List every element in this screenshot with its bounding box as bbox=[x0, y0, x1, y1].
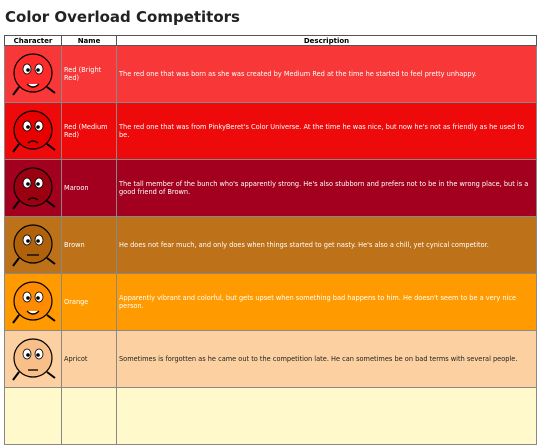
header-row: Character Name Description bbox=[4, 35, 537, 46]
empty-cell bbox=[61, 387, 117, 445]
description-cell: The tall member of the bunch who's appar… bbox=[116, 159, 537, 217]
column-header: Description bbox=[116, 35, 537, 46]
name-cell: Apricot bbox=[61, 330, 117, 388]
empty-cell bbox=[116, 387, 537, 445]
character-icon bbox=[12, 167, 56, 210]
table-row: Maroon The tall member of the bunch who's… bbox=[4, 159, 537, 217]
character-icon bbox=[12, 338, 56, 381]
table-row bbox=[4, 387, 537, 445]
page: Color Overload Competitors Character Nam… bbox=[4, 8, 537, 445]
character-cell bbox=[4, 273, 62, 331]
character-icon bbox=[12, 110, 56, 153]
character-icon bbox=[12, 224, 56, 267]
description-cell: The red one that was from PinkyBeret's C… bbox=[116, 102, 537, 160]
column-header: Name bbox=[61, 35, 117, 46]
table-row: Apricot Sometimes is forgotten as he came… bbox=[4, 330, 537, 388]
table-row: Orange Apparently vibrant and colorful, b… bbox=[4, 273, 537, 331]
page-title: Color Overload Competitors bbox=[5, 8, 240, 26]
table-row: Red (Bright Red) The red one that was bor… bbox=[4, 45, 537, 103]
name-cell: Red (Medium Red) bbox=[61, 102, 117, 160]
column-header: Character bbox=[4, 35, 62, 46]
character-cell bbox=[4, 45, 62, 103]
table-row: Red (Medium Red) The red one that was fro… bbox=[4, 102, 537, 160]
character-cell bbox=[4, 102, 62, 160]
description-cell: The red one that was born as she was cre… bbox=[116, 45, 537, 103]
empty-cell bbox=[4, 387, 62, 445]
name-cell: Orange bbox=[61, 273, 117, 331]
character-cell bbox=[4, 330, 62, 388]
name-cell: Brown bbox=[61, 216, 117, 274]
character-cell bbox=[4, 216, 62, 274]
competitors-table: Character Name Description Red (Bright R… bbox=[4, 35, 537, 445]
table-row: Brown He does not fear much, and only doe… bbox=[4, 216, 537, 274]
character-icon bbox=[12, 281, 56, 324]
description-cell: Sometimes is forgotten as he came out to… bbox=[116, 330, 537, 388]
description-cell: He does not fear much, and only does whe… bbox=[116, 216, 537, 274]
character-cell bbox=[4, 159, 62, 217]
character-icon bbox=[12, 53, 56, 96]
name-cell: Maroon bbox=[61, 159, 117, 217]
description-cell: Apparently vibrant and colorful, but get… bbox=[116, 273, 537, 331]
name-cell: Red (Bright Red) bbox=[61, 45, 117, 103]
